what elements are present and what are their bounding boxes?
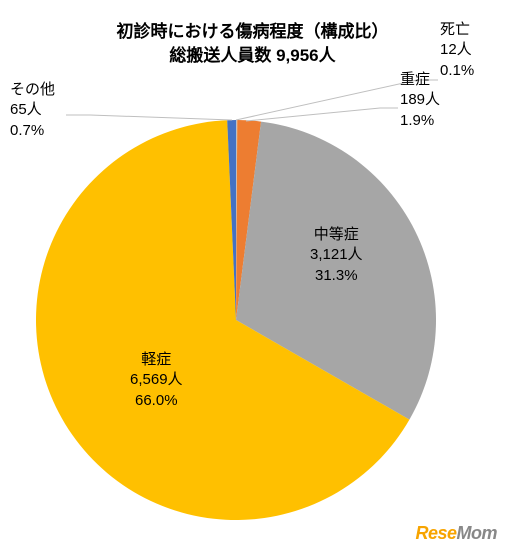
leader-lines — [66, 80, 438, 121]
pie-slices — [36, 120, 436, 520]
label-other-pct: 0.7% — [10, 122, 44, 139]
label-moderate-name: 中等症 — [314, 226, 359, 243]
label-mild-pct: 66.0% — [135, 392, 178, 409]
label-severe-count: 189人 — [400, 91, 440, 108]
label-severe-name: 重症 — [400, 71, 430, 88]
label-other: その他 65人 0.7% — [10, 80, 55, 141]
label-severe: 重症 189人 1.9% — [400, 70, 440, 131]
label-death-count: 12人 — [440, 41, 472, 58]
chart-title: 初診時における傷病程度（構成比） 総搬送人員数 9,956人 — [0, 20, 505, 68]
title-line-1: 初診時における傷病程度（構成比） — [117, 22, 389, 41]
label-moderate-pct: 31.3% — [315, 267, 358, 284]
pie-chart-container: 初診時における傷病程度（構成比） 総搬送人員数 9,956人 死亡 12人 0.… — [0, 0, 505, 550]
leader-line — [66, 115, 232, 120]
label-severe-pct: 1.9% — [400, 112, 434, 129]
label-moderate-count: 3,121人 — [310, 246, 363, 263]
label-other-name: その他 — [10, 81, 55, 98]
label-mild-name: 軽症 — [141, 351, 171, 368]
label-moderate: 中等症 3,121人 31.3% — [310, 225, 363, 286]
leader-line — [246, 108, 398, 121]
label-death: 死亡 12人 0.1% — [440, 20, 474, 81]
label-mild: 軽症 6,569人 66.0% — [130, 350, 183, 411]
label-other-count: 65人 — [10, 101, 42, 118]
watermark-part2: Mom — [457, 523, 498, 543]
label-death-pct: 0.1% — [440, 62, 474, 79]
title-line-2: 総搬送人員数 9,956人 — [169, 46, 335, 65]
watermark: ReseMom — [415, 523, 497, 544]
label-mild-count: 6,569人 — [130, 371, 183, 388]
label-death-name: 死亡 — [440, 21, 470, 38]
watermark-part1: Rese — [415, 523, 456, 543]
